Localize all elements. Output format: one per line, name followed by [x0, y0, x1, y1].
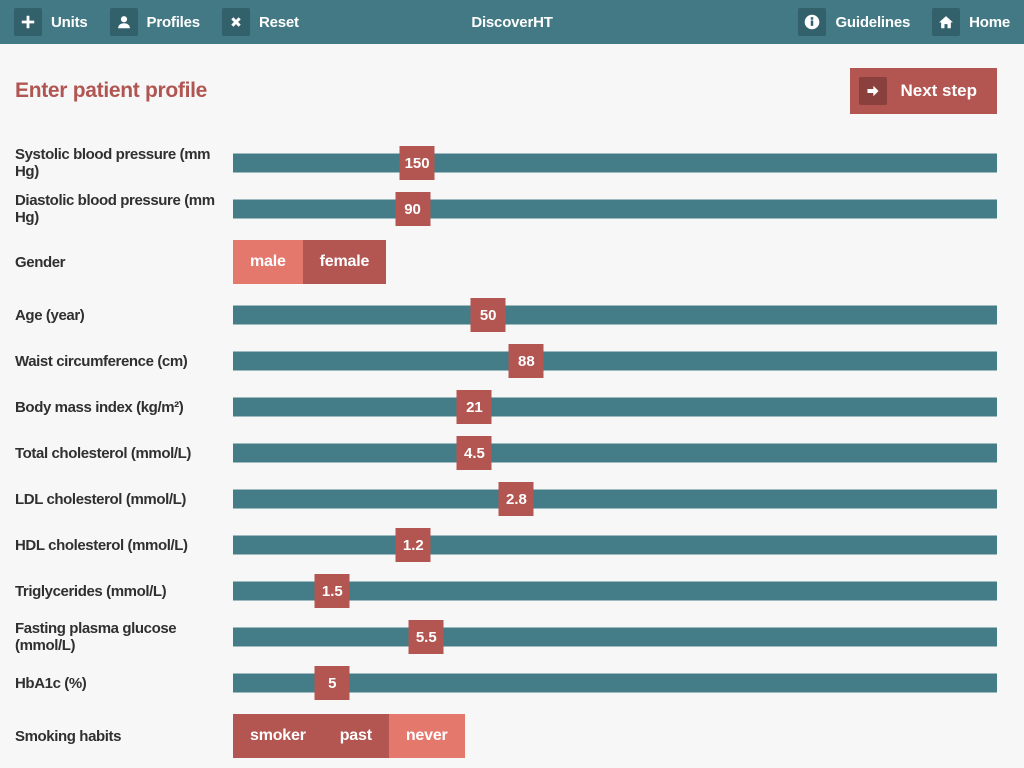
slider-label: LDL cholesterol (mmol/L)	[15, 490, 186, 508]
toggle-option-female[interactable]: female	[302, 240, 387, 284]
plus-icon	[14, 8, 42, 36]
home-label: Home	[969, 13, 1010, 31]
slider-row: LDL cholesterol (mmol/L) 2.8	[15, 476, 997, 522]
slider-track[interactable]	[233, 199, 997, 219]
arrow-right-icon	[859, 77, 888, 105]
units-button[interactable]: Units	[14, 8, 88, 36]
slider-label: Diastolic blood pressure (mm Hg)	[15, 192, 215, 226]
heading-row: Enter patient profile Next step	[15, 68, 997, 114]
slider-track[interactable]	[233, 489, 997, 509]
guidelines-button[interactable]: Guidelines	[798, 8, 910, 36]
slider-handle[interactable]: 1.5	[314, 574, 350, 608]
units-label: Units	[51, 13, 88, 31]
slider-track[interactable]	[233, 535, 997, 555]
home-icon	[932, 8, 961, 36]
slider-row: Waist circumference (cm) 88	[15, 338, 997, 384]
slider-handle[interactable]: 2.8	[498, 482, 534, 516]
slider-row: HbA1c (%) 5	[15, 660, 997, 706]
slider-label: HbA1c (%)	[15, 674, 87, 692]
slider-track[interactable]	[233, 397, 997, 417]
slider-label: HDL cholesterol (mmol/L)	[15, 536, 188, 554]
toggle-option-smoker[interactable]: smoker	[233, 714, 323, 758]
slider-track[interactable]	[233, 673, 997, 693]
slider-label: Systolic blood pressure (mm Hg)	[15, 146, 211, 180]
next-step-button[interactable]: Next step	[850, 68, 997, 114]
patient-profile-form: Systolic blood pressure (mm Hg) 150 Dias…	[15, 140, 997, 766]
slider-handle[interactable]: 50	[470, 298, 506, 332]
home-button[interactable]: Home	[932, 8, 1010, 36]
slider-row: Body mass index (kg/m²) 21	[15, 384, 997, 430]
slider: 21	[233, 384, 997, 430]
slider: 88	[233, 338, 997, 384]
slider-row: Age (year) 50	[15, 292, 997, 338]
info-icon	[798, 8, 827, 36]
next-step-label: Next step	[900, 81, 977, 100]
profiles-button[interactable]: Profiles	[109, 8, 201, 36]
toggle-group: smoker past never	[233, 714, 465, 758]
page-title: Enter patient profile	[15, 79, 208, 102]
reset-label: Reset	[258, 13, 299, 31]
slider-track[interactable]	[233, 443, 997, 463]
slider-track[interactable]	[233, 627, 997, 647]
slider-track[interactable]	[233, 581, 997, 601]
toggle-option-male[interactable]: male	[233, 240, 303, 284]
slider-label: Fasting plasma glucose (mmol/L)	[15, 620, 177, 654]
toggle-label: Smoking habits	[15, 727, 122, 745]
slider: 5	[233, 660, 997, 706]
slider: 5.5	[233, 614, 997, 660]
slider-handle[interactable]: 4.5	[456, 436, 492, 470]
toggle-group: male female	[233, 240, 387, 284]
slider-label: Total cholesterol (mmol/L)	[15, 444, 192, 462]
slider-handle[interactable]: 21	[456, 390, 492, 424]
guidelines-label: Guidelines	[835, 13, 911, 31]
slider-row: Fasting plasma glucose (mmol/L) 5.5	[15, 614, 997, 660]
slider-label: Triglycerides (mmol/L)	[15, 582, 167, 600]
slider-label: Body mass index (kg/m²)	[15, 398, 184, 416]
nav-group-right: Guidelines Home	[798, 8, 1010, 36]
slider-track[interactable]	[233, 305, 997, 325]
main-content: Enter patient profile Next step Systolic…	[0, 68, 1024, 766]
slider-handle[interactable]: 90	[395, 192, 431, 226]
slider-handle[interactable]: 1.2	[395, 528, 431, 562]
toggle-row: Smoking habits smoker past never	[15, 706, 997, 766]
reset-button[interactable]: Reset	[221, 8, 299, 36]
person-icon	[109, 8, 138, 36]
slider-row: Diastolic blood pressure (mm Hg) 90	[15, 186, 997, 232]
slider-handle[interactable]: 150	[399, 146, 435, 180]
slider: 50	[233, 292, 997, 338]
slider-row: Systolic blood pressure (mm Hg) 150	[15, 140, 997, 186]
slider: 150	[233, 140, 997, 186]
slider-label: Age (year)	[15, 306, 85, 324]
nav-group-left: Units Profiles Reset	[14, 8, 299, 36]
profiles-label: Profiles	[146, 13, 201, 31]
toggle-row: Gender male female	[15, 232, 997, 292]
slider-row: Total cholesterol (mmol/L) 4.5	[15, 430, 997, 476]
slider-track[interactable]	[233, 351, 997, 371]
x-icon	[221, 8, 250, 36]
top-navigation-bar: Units Profiles Reset DiscoverHT Guidelin…	[0, 0, 1024, 44]
slider-row: Triglycerides (mmol/L) 1.5	[15, 568, 997, 614]
slider-row: HDL cholesterol (mmol/L) 1.2	[15, 522, 997, 568]
slider-handle[interactable]: 88	[508, 344, 544, 378]
slider-handle[interactable]: 5	[314, 666, 350, 700]
slider: 90	[233, 186, 997, 232]
slider-track[interactable]	[233, 153, 997, 173]
slider: 1.2	[233, 522, 997, 568]
slider-label: Waist circumference (cm)	[15, 352, 188, 370]
toggle-label: Gender	[15, 253, 66, 271]
toggle-option-past[interactable]: past	[322, 714, 389, 758]
slider: 1.5	[233, 568, 997, 614]
toggle-option-never[interactable]: never	[388, 714, 465, 758]
slider-handle[interactable]: 5.5	[408, 620, 444, 654]
slider: 2.8	[233, 476, 997, 522]
slider: 4.5	[233, 430, 997, 476]
